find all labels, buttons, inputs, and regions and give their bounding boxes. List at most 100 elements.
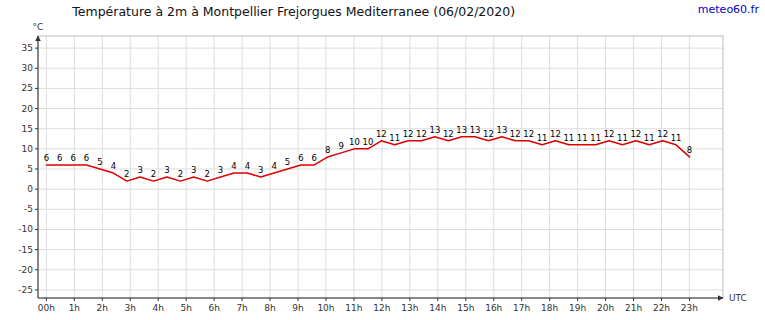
grid-line-x: [270, 36, 271, 298]
grid-line-y: [38, 48, 723, 49]
x-axis: [38, 298, 723, 299]
data-label: 12: [376, 129, 387, 139]
x-tick: [689, 298, 690, 301]
y-tick: [35, 68, 38, 69]
data-label: 6: [44, 153, 49, 163]
grid-line-y: [38, 249, 723, 250]
data-label: 6: [84, 153, 89, 163]
grid-line-y: [38, 209, 723, 210]
x-tick: [270, 298, 271, 301]
data-label: 13: [456, 125, 467, 135]
data-label: 3: [218, 165, 223, 175]
x-tick: [214, 298, 215, 301]
data-label: 2: [204, 169, 209, 179]
data-label: 2: [178, 169, 183, 179]
chart: -25-20-15-10-50510152025303500h1h2h3h4h5…: [0, 0, 765, 320]
x-tick-label: 5h: [180, 303, 191, 313]
grid-line-x: [74, 36, 75, 298]
data-label: 10: [349, 137, 360, 147]
x-tick: [298, 298, 299, 301]
x-tick: [633, 298, 634, 301]
data-label: 4: [245, 161, 250, 171]
data-label: 12: [416, 129, 427, 139]
y-tick-label: 20: [22, 104, 34, 114]
data-label: 6: [70, 153, 75, 163]
data-label: 3: [258, 165, 263, 175]
y-tick-label: -20: [18, 265, 33, 275]
x-tick: [409, 298, 410, 301]
y-tick-label: 5: [27, 164, 33, 174]
series: [46, 137, 689, 181]
y-tick: [35, 148, 38, 149]
grid-line-x: [242, 36, 243, 298]
data-label: 12: [510, 129, 521, 139]
grid-line-x: [521, 36, 522, 298]
x-tick-label: 20h: [597, 303, 614, 313]
grid-line-x: [549, 36, 550, 298]
data-label: 3: [164, 165, 169, 175]
data-label: 11: [590, 133, 601, 143]
x-tick-label: 22h: [653, 303, 670, 313]
grid-line-x: [605, 36, 606, 298]
grid-line-y: [38, 148, 723, 149]
data-labels: 6666542323232344345668910101211121213121…: [44, 125, 692, 179]
data-label: 4: [111, 161, 116, 171]
x-label: UTC: [729, 293, 747, 303]
title: Température à 2m à Montpellier Frejorgue…: [71, 4, 515, 19]
x-tick: [437, 298, 438, 301]
data-label: 8: [325, 145, 330, 155]
x-tick: [74, 298, 75, 301]
x-tick-label: 8h: [264, 303, 275, 313]
x-tick-label: 1h: [69, 303, 80, 313]
x-tick: [577, 298, 578, 301]
data-label: 12: [657, 129, 668, 139]
data-label: 11: [577, 133, 588, 143]
y-tick: [35, 229, 38, 230]
x-tick: [325, 298, 326, 301]
x-tick-label: 9h: [292, 303, 303, 313]
y-tick-label: 30: [22, 63, 34, 73]
data-label: 2: [151, 169, 156, 179]
data-label: 12: [403, 129, 414, 139]
grid-line-y: [38, 88, 723, 89]
y-label: °C: [33, 22, 44, 32]
grid-line-y: [38, 269, 723, 270]
data-label: 6: [312, 153, 317, 163]
x-tick: [605, 298, 606, 301]
grid-line-x: [381, 36, 382, 298]
data-label: 8: [687, 145, 692, 155]
y-tick-label: 15: [22, 124, 33, 134]
y-tick-label: 0: [27, 184, 33, 194]
y-ticks: -25-20-15-10-505101520253035: [18, 43, 38, 295]
x-ticks: 00h1h2h3h4h5h6h7h8h9h10h11h12h13h14h15h1…: [38, 298, 698, 313]
x-tick: [465, 298, 466, 301]
data-label: 2: [124, 169, 129, 179]
background: [0, 0, 765, 320]
y-tick: [35, 128, 38, 129]
x-tick-label: 4h: [153, 303, 164, 313]
y-axis: [38, 36, 39, 298]
x-tick: [493, 298, 494, 301]
grid-line-x: [689, 36, 690, 298]
grid-line-x: [158, 36, 159, 298]
x-tick: [46, 298, 47, 301]
y-tick-label: 35: [22, 43, 33, 53]
x-tick-label: 00h: [38, 303, 55, 313]
data-label: 11: [671, 133, 682, 143]
grid-line-x: [633, 36, 634, 298]
grid-line-x: [577, 36, 578, 298]
plot-frame: [38, 36, 723, 298]
x-tick-label: 23h: [681, 303, 698, 313]
x-tick: [102, 298, 103, 301]
grid-line-y: [38, 189, 723, 190]
data-label: 11: [644, 133, 655, 143]
data-label: 11: [389, 133, 400, 143]
data-label: 9: [338, 141, 343, 151]
grid-line-x: [353, 36, 354, 298]
data-label: 12: [483, 129, 494, 139]
grid-line-x: [186, 36, 187, 298]
y-tick-label: -15: [18, 245, 33, 255]
x-tick: [549, 298, 550, 301]
grid-line-x: [325, 36, 326, 298]
x-tick-label: 2h: [97, 303, 108, 313]
